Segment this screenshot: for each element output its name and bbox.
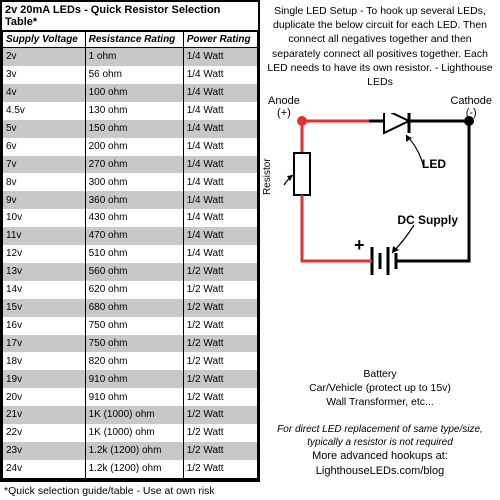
table-row: 10v430 ohm1/4 Watt (3, 209, 258, 227)
table-row: 17v750 ohm1/2 Watt (3, 335, 258, 353)
table-footnote: *Quick selection guide/table - Use at ow… (0, 482, 500, 500)
table-row: 6v200 ohm1/4 Watt (3, 138, 258, 156)
resistor-table-panel: 2v 20mA LEDs - Quick Resistor Selection … (0, 0, 260, 482)
table-row: 19v910 ohm1/2 Watt (3, 370, 258, 388)
svg-text:+: + (354, 235, 365, 255)
table-row: 9v360 ohm1/4 Watt (3, 191, 258, 209)
table-row: 7v270 ohm1/4 Watt (3, 156, 258, 174)
col-resistance: Resistance Rating (85, 32, 183, 48)
table-row: 12v510 ohm1/4 Watt (3, 245, 258, 263)
table-row: 4.5v130 ohm1/4 Watt (3, 102, 258, 120)
table-row: 2v1 ohm1/4 Watt (3, 48, 258, 66)
table-row: 21v1K (1000) ohm1/2 Watt (3, 406, 258, 424)
table-row: 4v100 ohm1/4 Watt (3, 84, 258, 102)
blog-url: LighthouseLEDs.com/blog (316, 465, 444, 477)
table-row: 20v910 ohm1/2 Watt (3, 388, 258, 406)
col-supply-voltage: Supply Voltage (3, 32, 86, 48)
table-row: 11v470 ohm1/4 Watt (3, 227, 258, 245)
battery-label: BatteryCar/Vehicle (protect up to 15v)Wa… (266, 368, 494, 409)
col-power: Power Rating (183, 32, 257, 48)
table-row: 15v680 ohm1/2 Watt (3, 299, 258, 317)
setup-description: Single LED Setup - To hook up several LE… (266, 4, 494, 89)
replacement-note: For direct LED replacement of same type/… (266, 424, 494, 449)
table-title: 2v 20mA LEDs - Quick Resistor Selection … (2, 2, 258, 32)
resistor-label: Resistor (262, 158, 273, 195)
more-info: More advanced hookups at: LighthouseLEDs… (266, 449, 494, 478)
table-row: 14v620 ohm1/2 Watt (3, 281, 258, 299)
table-row: 18v820 ohm1/2 Watt (3, 352, 258, 370)
table-row: 3v56 ohm1/4 Watt (3, 66, 258, 84)
resistor-table: Supply Voltage Resistance Rating Power R… (2, 32, 258, 480)
table-row: 8v300 ohm1/4 Watt (3, 173, 258, 191)
table-row: 22v1K (1000) ohm1/2 Watt (3, 424, 258, 442)
table-row: 5v150 ohm1/4 Watt (3, 120, 258, 138)
circuit-panel: Single LED Setup - To hook up several LE… (260, 0, 500, 482)
table-row: 24v1.2k (1200) ohm1/2 Watt (3, 460, 258, 479)
table-row: 16v750 ohm1/2 Watt (3, 317, 258, 335)
circuit-diagram: Anode(+) Cathode(-) LED DC Supply Resist… (266, 95, 494, 443)
table-row: 13v560 ohm1/2 Watt (3, 263, 258, 281)
circuit-svg: + (274, 113, 484, 283)
table-row: 23v1.2k (1200) ohm1/2 Watt (3, 442, 258, 460)
